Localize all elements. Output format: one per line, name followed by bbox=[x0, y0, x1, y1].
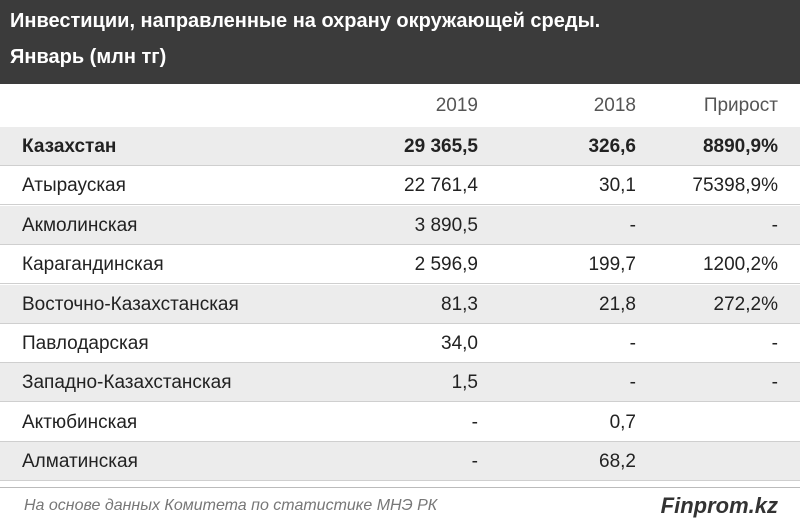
table-row bbox=[0, 205, 800, 245]
region-name: Восточно-Казахстанская bbox=[22, 293, 239, 315]
value-cell: 1,5 bbox=[451, 372, 478, 394]
region-name: Западно-Казахстанская bbox=[22, 372, 232, 394]
value-cell: 2 596,9 bbox=[414, 254, 478, 276]
table-row bbox=[0, 166, 800, 206]
value-cell: 199,7 bbox=[588, 254, 636, 276]
value-cell: 8890,9% bbox=[702, 136, 778, 157]
value-cell: - bbox=[771, 333, 778, 354]
subtitle: Январь (млн тг) bbox=[10, 46, 167, 68]
region-name: Атырауская bbox=[22, 175, 126, 197]
region-name: Акмолинская bbox=[22, 214, 138, 236]
value-cell: 21,8 bbox=[599, 293, 636, 315]
value-cell: - bbox=[471, 411, 478, 433]
value-cell: 34,0 bbox=[441, 333, 478, 354]
footer: На основе данных Комитета по статистике … bbox=[0, 487, 800, 530]
title: Инвестиции, направленные на охрану окруж… bbox=[10, 10, 601, 32]
header: Инвестиции, направленные на охрану окруж… bbox=[0, 0, 800, 84]
value-cell: - bbox=[629, 333, 636, 354]
column-header: 2018 bbox=[593, 95, 636, 116]
value-cell: - bbox=[771, 214, 778, 236]
value-cell: - bbox=[771, 372, 778, 394]
value-cell: 75398,9% bbox=[692, 175, 778, 197]
region-name: Павлодарская bbox=[22, 333, 149, 354]
value-cell: 30,1 bbox=[599, 175, 636, 197]
table-row bbox=[0, 284, 800, 324]
brand: Finprom.kz bbox=[660, 493, 778, 518]
region-name: Казахстан bbox=[22, 136, 117, 157]
value-cell: 1200,2% bbox=[702, 254, 778, 276]
table-row bbox=[0, 127, 800, 166]
table-row bbox=[0, 245, 800, 285]
value-cell: 326,6 bbox=[588, 136, 636, 157]
region-name: Алматинская bbox=[22, 451, 138, 473]
table-row bbox=[0, 324, 800, 363]
table-row bbox=[0, 442, 800, 482]
column-header: Прирост bbox=[703, 95, 778, 116]
value-cell: 68,2 bbox=[599, 451, 636, 473]
column-header: 2019 bbox=[435, 95, 478, 116]
table-row bbox=[0, 403, 800, 442]
value-cell: 0,7 bbox=[609, 411, 636, 433]
value-cell: - bbox=[629, 214, 636, 236]
source: На основе данных Комитета по статистике … bbox=[24, 497, 438, 514]
value-cell: 22 761,4 bbox=[404, 175, 478, 197]
region-name: Актюбинская bbox=[22, 411, 138, 433]
value-cell: - bbox=[629, 372, 636, 394]
value-cell: 81,3 bbox=[441, 293, 478, 315]
value-cell: 272,2% bbox=[713, 293, 778, 315]
table-row bbox=[0, 363, 800, 403]
value-cell: 29 365,5 bbox=[404, 136, 478, 157]
region-name: Карагандинская bbox=[22, 254, 164, 276]
value-cell: 3 890,5 bbox=[414, 214, 478, 236]
value-cell: - bbox=[471, 451, 478, 473]
